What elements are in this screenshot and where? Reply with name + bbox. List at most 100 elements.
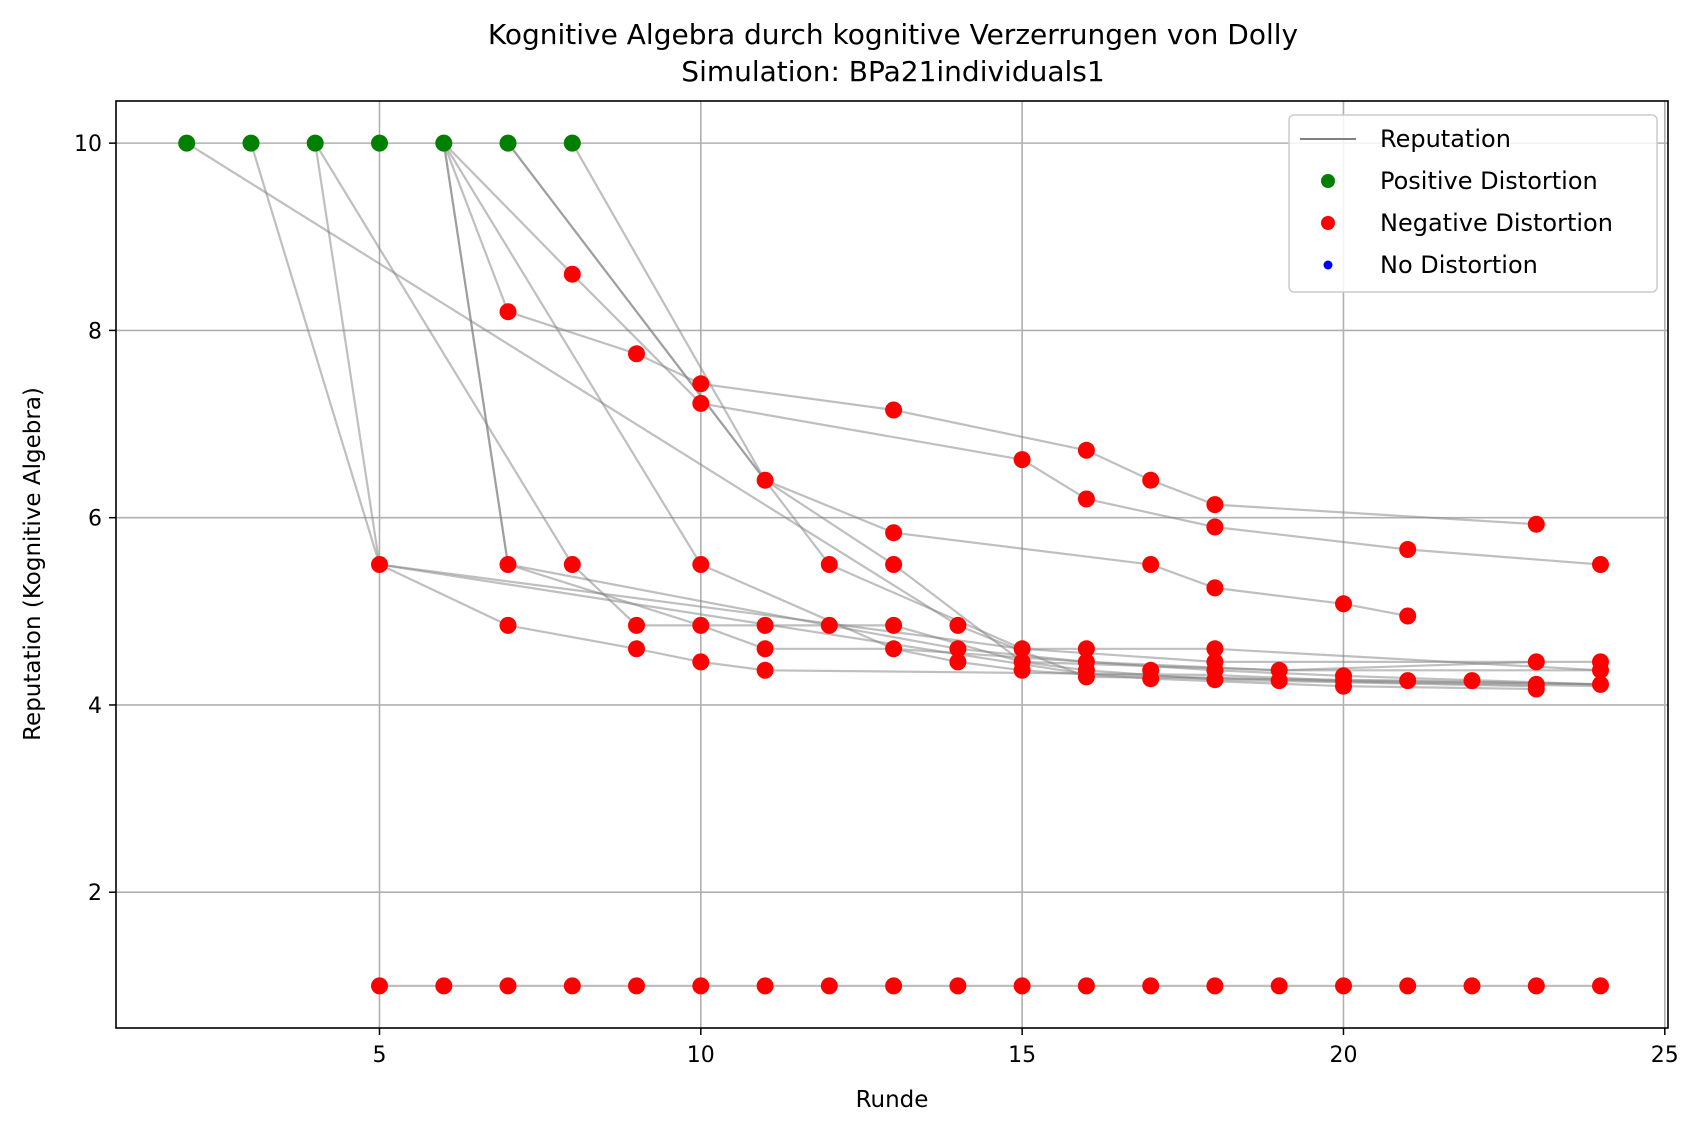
negative-distortion-point bbox=[435, 977, 453, 995]
negative-distortion-point bbox=[371, 556, 388, 573]
negative-distortion-point bbox=[499, 556, 517, 573]
reputation-line bbox=[571, 142, 1601, 672]
negative-distortion-point bbox=[692, 653, 710, 671]
negative-distortion-point bbox=[1463, 672, 1481, 690]
negative-distortion-point bbox=[1463, 977, 1481, 995]
negative-distortion-point bbox=[949, 616, 967, 634]
negative-distortion-point bbox=[499, 303, 517, 321]
negative-distortion-point bbox=[1399, 977, 1417, 995]
legend-box bbox=[1288, 114, 1658, 293]
x-tick-label: 10 bbox=[687, 1043, 715, 1068]
grid bbox=[116, 101, 1668, 1028]
negative-distortion-point bbox=[1270, 672, 1288, 690]
y-axis-label: Reputation (Kognitive Algebra) bbox=[20, 387, 46, 741]
negative-distortion-point bbox=[692, 556, 710, 573]
negative-distortion-point bbox=[692, 977, 710, 995]
positive-distortion-point bbox=[242, 134, 260, 152]
positive-distortion-point bbox=[435, 134, 453, 152]
x-axis-ticks: 5 10 15 20 25 bbox=[372, 1028, 1679, 1068]
reputation-line bbox=[379, 563, 1601, 672]
negative-distortion-point bbox=[1142, 556, 1160, 573]
plot-frame bbox=[115, 100, 1669, 1029]
negative-distortion-point bbox=[1527, 653, 1545, 671]
negative-distortion-point bbox=[1206, 518, 1224, 536]
negative-distortion-point bbox=[949, 653, 967, 671]
negative-distortion-point bbox=[628, 616, 645, 634]
negative-distortion-point bbox=[756, 640, 774, 658]
y-tick-label: 10 bbox=[74, 132, 102, 157]
negative-distortion-point bbox=[820, 616, 838, 634]
reputation-line bbox=[442, 142, 1537, 672]
negative-distortion-point bbox=[1013, 451, 1031, 469]
negative-distortion-point bbox=[628, 345, 645, 363]
negative-distortion-point bbox=[1013, 661, 1031, 679]
negative-distortion-point bbox=[1013, 640, 1031, 658]
chart-subtitle: Simulation: BPa21individuals1 bbox=[681, 55, 1104, 88]
negative-distortion-point bbox=[756, 661, 774, 679]
negative-distortion-point bbox=[692, 616, 710, 634]
negative-distortion-point bbox=[1077, 441, 1095, 459]
y-tick-label: 8 bbox=[88, 319, 102, 344]
negative-distortion-point bbox=[1335, 977, 1352, 995]
negative-distortion-point bbox=[1206, 977, 1224, 995]
negative-distortion-point bbox=[1206, 671, 1224, 689]
negative-distortion-point bbox=[1077, 640, 1095, 658]
x-tick-label: 15 bbox=[1008, 1043, 1036, 1068]
negative-distortion-point bbox=[1206, 496, 1224, 514]
negative-distortion-point bbox=[1527, 680, 1545, 698]
negative-distortion-point bbox=[1527, 977, 1545, 995]
negative-distortion-point bbox=[1206, 640, 1224, 658]
legend-marker-positive bbox=[1321, 174, 1335, 188]
negative-distortion-point bbox=[1077, 490, 1095, 508]
negative-distortion-point bbox=[1592, 556, 1609, 573]
negative-distortion-point bbox=[885, 616, 903, 634]
negative-distortion-point bbox=[949, 977, 967, 995]
markers bbox=[178, 134, 1609, 995]
positive-distortion-point bbox=[306, 134, 324, 152]
negative-distortion-point bbox=[1592, 661, 1609, 679]
negative-distortion-point bbox=[1335, 677, 1352, 695]
negative-distortion-point bbox=[1399, 607, 1417, 625]
negative-distortion-point bbox=[949, 640, 967, 658]
y-tick-label: 4 bbox=[88, 694, 102, 719]
negative-distortion-point bbox=[499, 977, 517, 995]
negative-distortion-point bbox=[1206, 579, 1224, 597]
reputation-line bbox=[443, 142, 1601, 566]
chart-title: Kognitive Algebra durch kognitive Verzer… bbox=[488, 18, 1298, 51]
negative-distortion-point bbox=[1270, 977, 1288, 995]
x-tick-label: 25 bbox=[1651, 1043, 1679, 1068]
legend-label-positive: Positive Distortion bbox=[1380, 167, 1598, 195]
negative-distortion-point bbox=[1399, 541, 1417, 558]
negative-distortion-point bbox=[1142, 977, 1160, 995]
positive-distortion-point bbox=[563, 134, 581, 152]
negative-distortion-point bbox=[885, 401, 903, 419]
negative-distortion-point bbox=[563, 977, 581, 995]
legend-marker-negative bbox=[1321, 216, 1335, 230]
negative-distortion-point bbox=[1077, 977, 1095, 995]
negative-distortion-point bbox=[1592, 675, 1609, 693]
negative-distortion-point bbox=[371, 977, 388, 995]
negative-distortion-point bbox=[1013, 977, 1031, 995]
negative-distortion-point bbox=[563, 556, 581, 573]
negative-distortion-point bbox=[885, 640, 903, 658]
legend-label-reputation: Reputation bbox=[1380, 125, 1511, 153]
x-axis-label: Runde bbox=[856, 1087, 929, 1113]
negative-distortion-point bbox=[628, 977, 645, 995]
y-tick-label: 6 bbox=[88, 507, 102, 532]
negative-distortion-point bbox=[692, 375, 710, 393]
negative-distortion-point bbox=[756, 977, 774, 995]
negative-distortion-point bbox=[1142, 670, 1160, 688]
negative-distortion-point bbox=[756, 471, 774, 489]
negative-distortion-point bbox=[1335, 595, 1352, 613]
legend-marker-none bbox=[1323, 260, 1333, 270]
x-tick-label: 5 bbox=[372, 1043, 386, 1068]
negative-distortion-point bbox=[756, 616, 774, 634]
x-tick-label: 20 bbox=[1329, 1043, 1357, 1068]
y-axis-ticks: 2 4 6 8 10 bbox=[74, 132, 116, 906]
negative-distortion-point bbox=[692, 394, 710, 412]
y-tick-label: 2 bbox=[88, 881, 102, 906]
negative-distortion-point bbox=[820, 977, 838, 995]
negative-distortion-point bbox=[1399, 672, 1417, 690]
negative-distortion-point bbox=[499, 616, 517, 634]
